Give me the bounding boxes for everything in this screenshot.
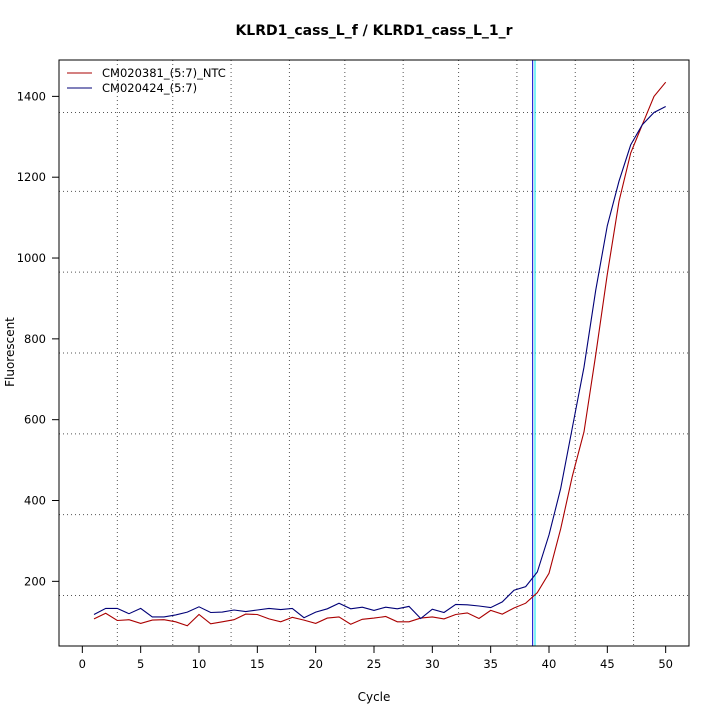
y-tick-label: 200 <box>24 574 46 588</box>
y-tick-label: 400 <box>24 494 46 508</box>
x-tick-label: 0 <box>79 657 86 671</box>
y-axis-label: Fluorescent <box>3 317 17 387</box>
x-tick-label: 25 <box>367 657 382 671</box>
x-tick-label: 40 <box>542 657 557 671</box>
series-lines <box>93 81 667 627</box>
chart-title: KLRD1_cass_L_f / KLRD1_cass_L_1_r <box>235 23 512 39</box>
legend-label: CM020424_(5:7) <box>102 81 197 95</box>
x-tick-label: 15 <box>250 657 265 671</box>
x-axis-label: Cycle <box>358 690 391 704</box>
threshold-lines <box>532 60 536 646</box>
legend-label: CM020381_(5:7)_NTC <box>102 66 226 80</box>
grid-lines <box>59 60 689 646</box>
x-tick-label: 5 <box>137 657 144 671</box>
axes: 0 5 10 15 20 25 30 35 40 45 50 200 400 600 800 1000 1200… <box>17 89 673 671</box>
y-tick-label: 1000 <box>17 251 46 265</box>
x-tick-label: 10 <box>192 657 207 671</box>
x-tick-label: 50 <box>658 657 673 671</box>
y-tick-label: 1400 <box>17 89 46 103</box>
y-tick-label: 1200 <box>17 170 46 184</box>
x-tick-label: 20 <box>308 657 323 671</box>
x-tick-label: 35 <box>483 657 498 671</box>
x-tick-label: 45 <box>600 657 615 671</box>
series-line <box>93 106 666 620</box>
plot-frame <box>58 59 690 647</box>
y-tick-label: 800 <box>24 332 46 346</box>
y-tick-label: 600 <box>24 413 46 427</box>
x-tick-label: 30 <box>425 657 440 671</box>
series-line <box>93 81 667 627</box>
